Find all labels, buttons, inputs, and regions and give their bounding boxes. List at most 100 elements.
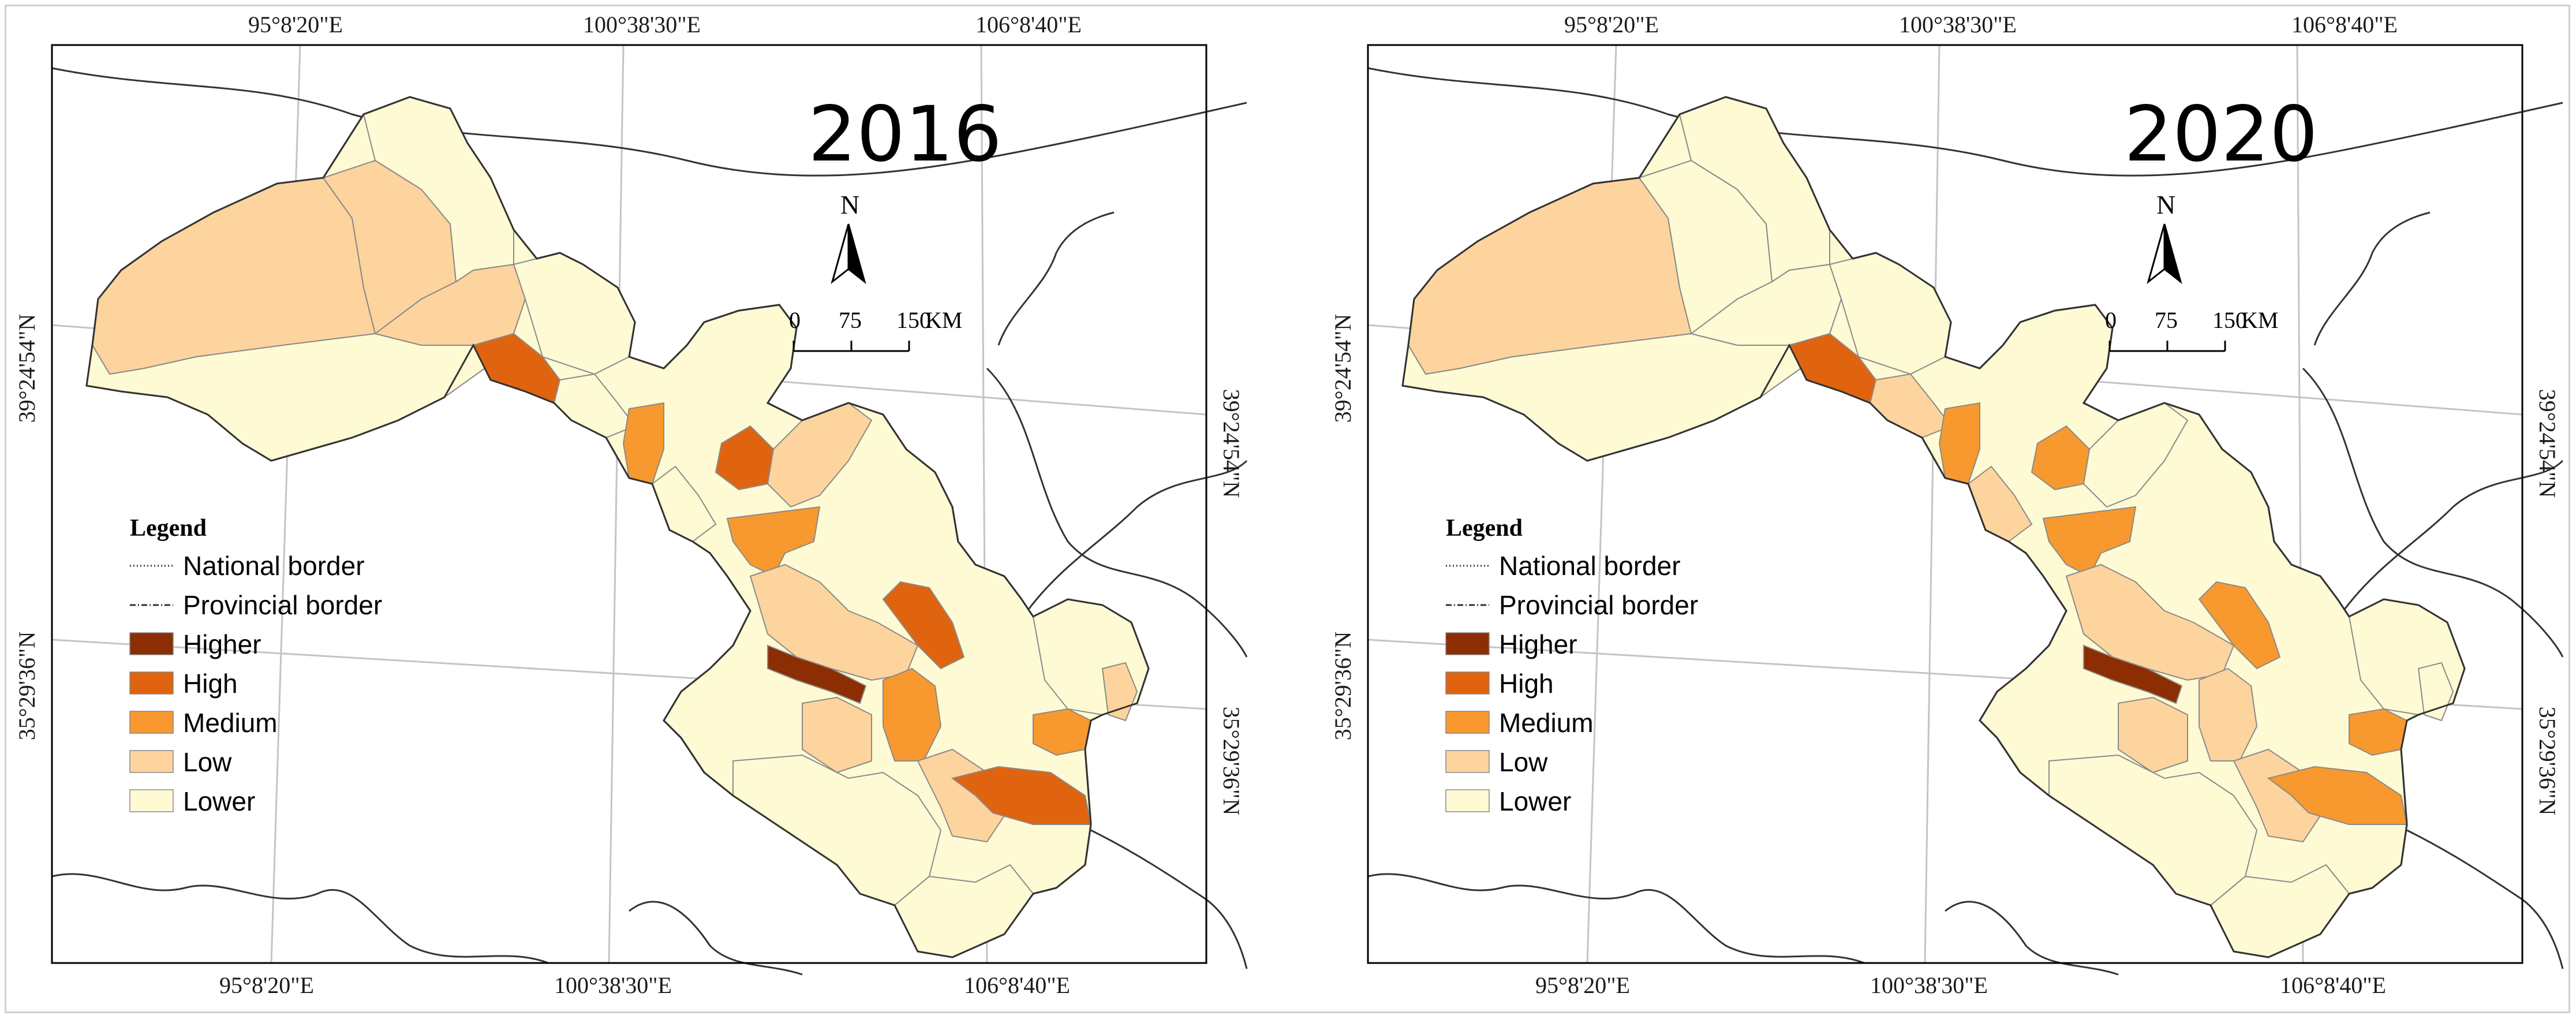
border-line	[997, 211, 1115, 346]
coord-left-label: 39°24'54"N	[1330, 314, 1356, 423]
scale-tick-label: 0	[2105, 307, 2117, 333]
coord-right-label: 39°24'54"N	[1218, 389, 1244, 498]
legend-item-label: Low	[1499, 747, 1548, 777]
coord-bottom-label: 100°38'30"E	[1870, 972, 1988, 998]
border-line	[1090, 829, 1248, 969]
legend-item-label: Medium	[1499, 708, 1594, 738]
border-line	[51, 873, 549, 964]
region-center-a	[749, 563, 919, 681]
coord-right-label: 39°24'54"N	[2534, 389, 2560, 498]
map-group: 2016 95°8'20"E 100°38'30"E 106°8'40"E 95°8'2…	[14, 12, 1248, 998]
legend-item-label: Lower	[183, 786, 255, 816]
coord-left-label: 35°29'36"N	[1330, 632, 1356, 740]
region-center-b	[2198, 581, 2281, 670]
border-line	[1367, 67, 2563, 177]
legend-item: Low	[129, 747, 232, 777]
legend-item-label: High	[1499, 669, 1554, 699]
north-arrow-icon: N	[2147, 190, 2182, 285]
legend-title: Legend	[1446, 515, 1523, 542]
legend-item: Lower	[129, 786, 255, 816]
coord-bottom-label: 106°8'40"E	[964, 972, 1070, 998]
region-center-higher	[2083, 644, 2183, 704]
region-center-higher	[767, 644, 867, 704]
figure-frame	[5, 5, 2570, 1013]
coord-top-label: 106°8'40"E	[975, 12, 1082, 38]
scale-tick-label: 75	[2155, 307, 2178, 333]
north-label: N	[840, 190, 859, 219]
meridian-line	[608, 44, 625, 964]
region-center-medium	[883, 667, 942, 762]
legend-swatch	[1445, 750, 1490, 773]
coord-right-label: 35°29'36"N	[2534, 707, 2560, 815]
legend-swatch	[129, 632, 174, 655]
coord-bottom-label: 106°8'40"E	[2280, 972, 2386, 998]
legend-swatch	[129, 711, 174, 734]
scale-tick-label: 150	[2212, 307, 2247, 333]
border-line	[2342, 460, 2564, 611]
scale-tick-label: 0	[789, 307, 801, 333]
legend-item: Provincial border	[130, 590, 382, 620]
region-center-a	[2065, 563, 2235, 681]
legend-item-label: Low	[183, 747, 232, 777]
legend-swatch	[129, 671, 174, 695]
legend-item-label: Provincial border	[1499, 590, 1698, 620]
legend-item: Higher	[129, 629, 261, 659]
legend-item: Low	[1445, 747, 1548, 777]
legend-item-label: Higher	[183, 629, 261, 659]
legend-swatch	[1445, 632, 1490, 655]
border-line	[51, 67, 1247, 177]
legend-item-label: Provincial border	[183, 590, 382, 620]
legend-item: Higher	[1445, 629, 1577, 659]
coord-top-label: 95°8'20"E	[248, 12, 343, 38]
legend-item-label: High	[183, 669, 238, 699]
map-year-title: 2020	[2124, 90, 2318, 179]
legend-item-label: Medium	[183, 708, 278, 738]
coord-bottom-label: 100°38'30"E	[554, 972, 672, 998]
region-east-medium	[2349, 708, 2408, 756]
region-mid-medium	[2042, 506, 2137, 577]
legend-swatch	[129, 750, 174, 773]
legend-item: High	[129, 669, 238, 699]
legend-item: High	[1445, 669, 1554, 699]
region-mid-medium	[726, 506, 821, 577]
legend-item: Lower	[1445, 786, 1571, 816]
border-line	[2313, 211, 2431, 346]
legend-swatch	[1445, 711, 1490, 734]
border-line	[986, 367, 1248, 658]
scale-unit-label: KM	[925, 307, 962, 333]
region-center-b	[882, 581, 965, 670]
provincial-borders	[51, 67, 1248, 976]
scale-tick-label: 150	[896, 307, 931, 333]
legend-item: Medium	[129, 708, 278, 738]
border-line	[1026, 460, 1248, 611]
province-outline-stroke	[85, 96, 1150, 958]
legend-item: Provincial border	[1446, 590, 1698, 620]
coord-top-label: 100°38'30"E	[1899, 12, 2017, 38]
legend-item-label: Higher	[1499, 629, 1577, 659]
legend-swatch	[129, 789, 174, 812]
coord-right-label: 35°29'36"N	[1218, 707, 1244, 815]
legend: Legend National border Provincial border Hi…	[129, 515, 382, 816]
coord-top-label: 100°38'30"E	[583, 12, 701, 38]
legend-item-label: National border	[1499, 551, 1681, 581]
province-outline-stroke	[1401, 96, 2466, 958]
border-line	[629, 901, 803, 976]
region-center-c	[2118, 696, 2188, 774]
legend-title: Legend	[130, 515, 207, 542]
provincial-borders	[1367, 67, 2564, 976]
border-line	[1945, 901, 2119, 976]
legend-item: National border	[1446, 551, 1681, 581]
legend-item-label: Lower	[1499, 786, 1571, 816]
scale-tick-label: 75	[839, 307, 862, 333]
map-frame	[1367, 44, 2523, 964]
meridian-line	[1924, 44, 1941, 964]
coord-top-label: 95°8'20"E	[1564, 12, 1659, 38]
north-arrow-icon: N	[831, 190, 866, 285]
legend-item: National border	[130, 551, 365, 581]
scale-unit-label: KM	[2241, 307, 2278, 333]
legend-item-label: National border	[183, 551, 365, 581]
